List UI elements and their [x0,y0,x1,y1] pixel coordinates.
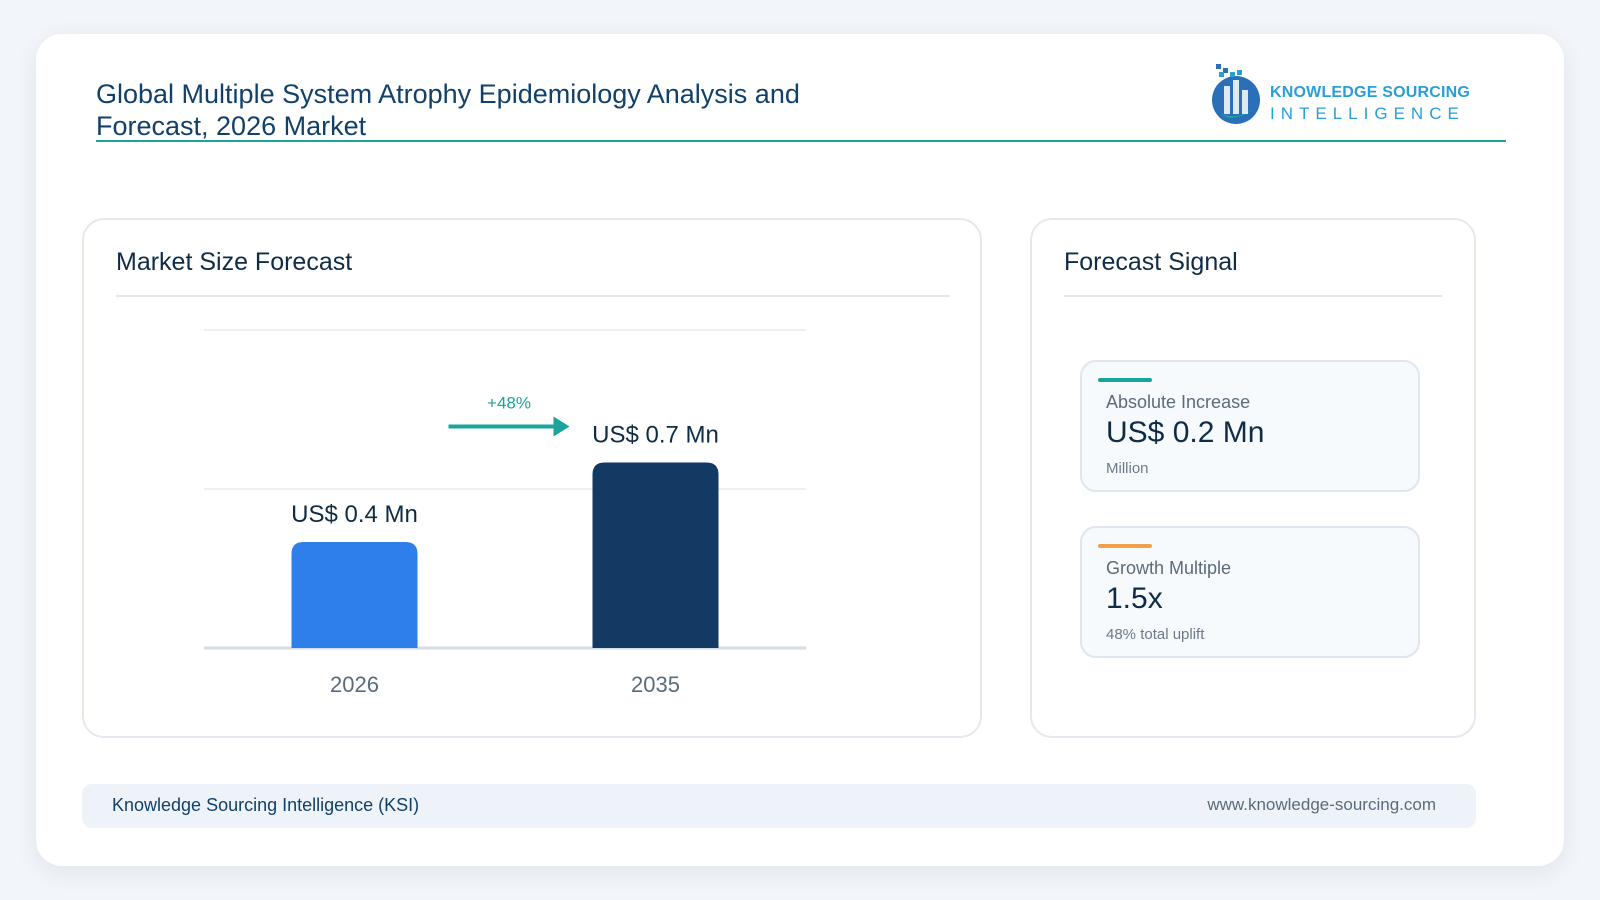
forecast-signal-panel: Forecast Signal Absolute Increase US$ 0.… [1030,218,1476,738]
title-divider [96,140,1506,142]
footer-bar: Knowledge Sourcing Intelligence (KSI) ww… [82,784,1476,828]
growth-arrow-head [553,416,570,437]
market-size-chart: US$ 0.4 Mn 2026 US$ 0.7 Mn 2035 +48% [204,329,806,697]
growth-multiple-accent [1098,544,1152,548]
absolute-increase-accent [1098,378,1152,382]
x-tick-label-2026: 2026 [330,672,379,697]
bar-value-label-2026: US$ 0.4 Mn [291,501,418,528]
logo-icon [1212,64,1260,124]
footer-website-link[interactable]: www.knowledge-sourcing.com [1207,795,1436,814]
forecast-signal-heading: Forecast Signal [1064,248,1238,276]
bar-2026 [291,542,418,648]
footer-company: Knowledge Sourcing Intelligence (KSI) [112,795,420,815]
bar-2035 [592,462,719,648]
logo-text-line1: KNOWLEDGE SOURCING [1270,84,1471,101]
forecast-signal-divider [1064,295,1442,297]
absolute-increase-value: US$ 0.2 Mn [1106,416,1265,449]
absolute-increase-label: Absolute Increase [1106,392,1251,412]
x-tick-label-2035: 2035 [631,672,680,697]
market-size-panel: Market Size Forecast US$ 0.4 Mn 2026 US$ 0… [82,218,982,738]
market-size-heading: Market Size Forecast [116,248,353,276]
page-title-line1: Global Multiple System Atrophy Epidemiol… [96,79,800,109]
growth-annotation-label: +48% [487,394,531,413]
page-title-line2: Forecast, 2026 Market [96,111,367,141]
growth-multiple-card: Growth Multiple 1.5x 48% total uplift [1080,526,1420,658]
market-size-divider [116,295,950,297]
bar-value-label-2035: US$ 0.7 Mn [592,422,719,449]
page-title: Global Multiple System Atrophy Epidemiol… [96,78,896,142]
absolute-increase-sub: Million [1106,460,1149,477]
growth-multiple-value: 1.5x [1106,582,1163,615]
growth-multiple-sub: 48% total uplift [1106,626,1205,643]
company-logo: KNOWLEDGE SOURCING INTELLIGENCE [1210,60,1470,130]
growth-multiple-label: Growth Multiple [1106,558,1232,578]
absolute-increase-card: Absolute Increase US$ 0.2 Mn Million [1080,360,1420,492]
logo-text-line2: INTELLIGENCE [1270,104,1465,123]
